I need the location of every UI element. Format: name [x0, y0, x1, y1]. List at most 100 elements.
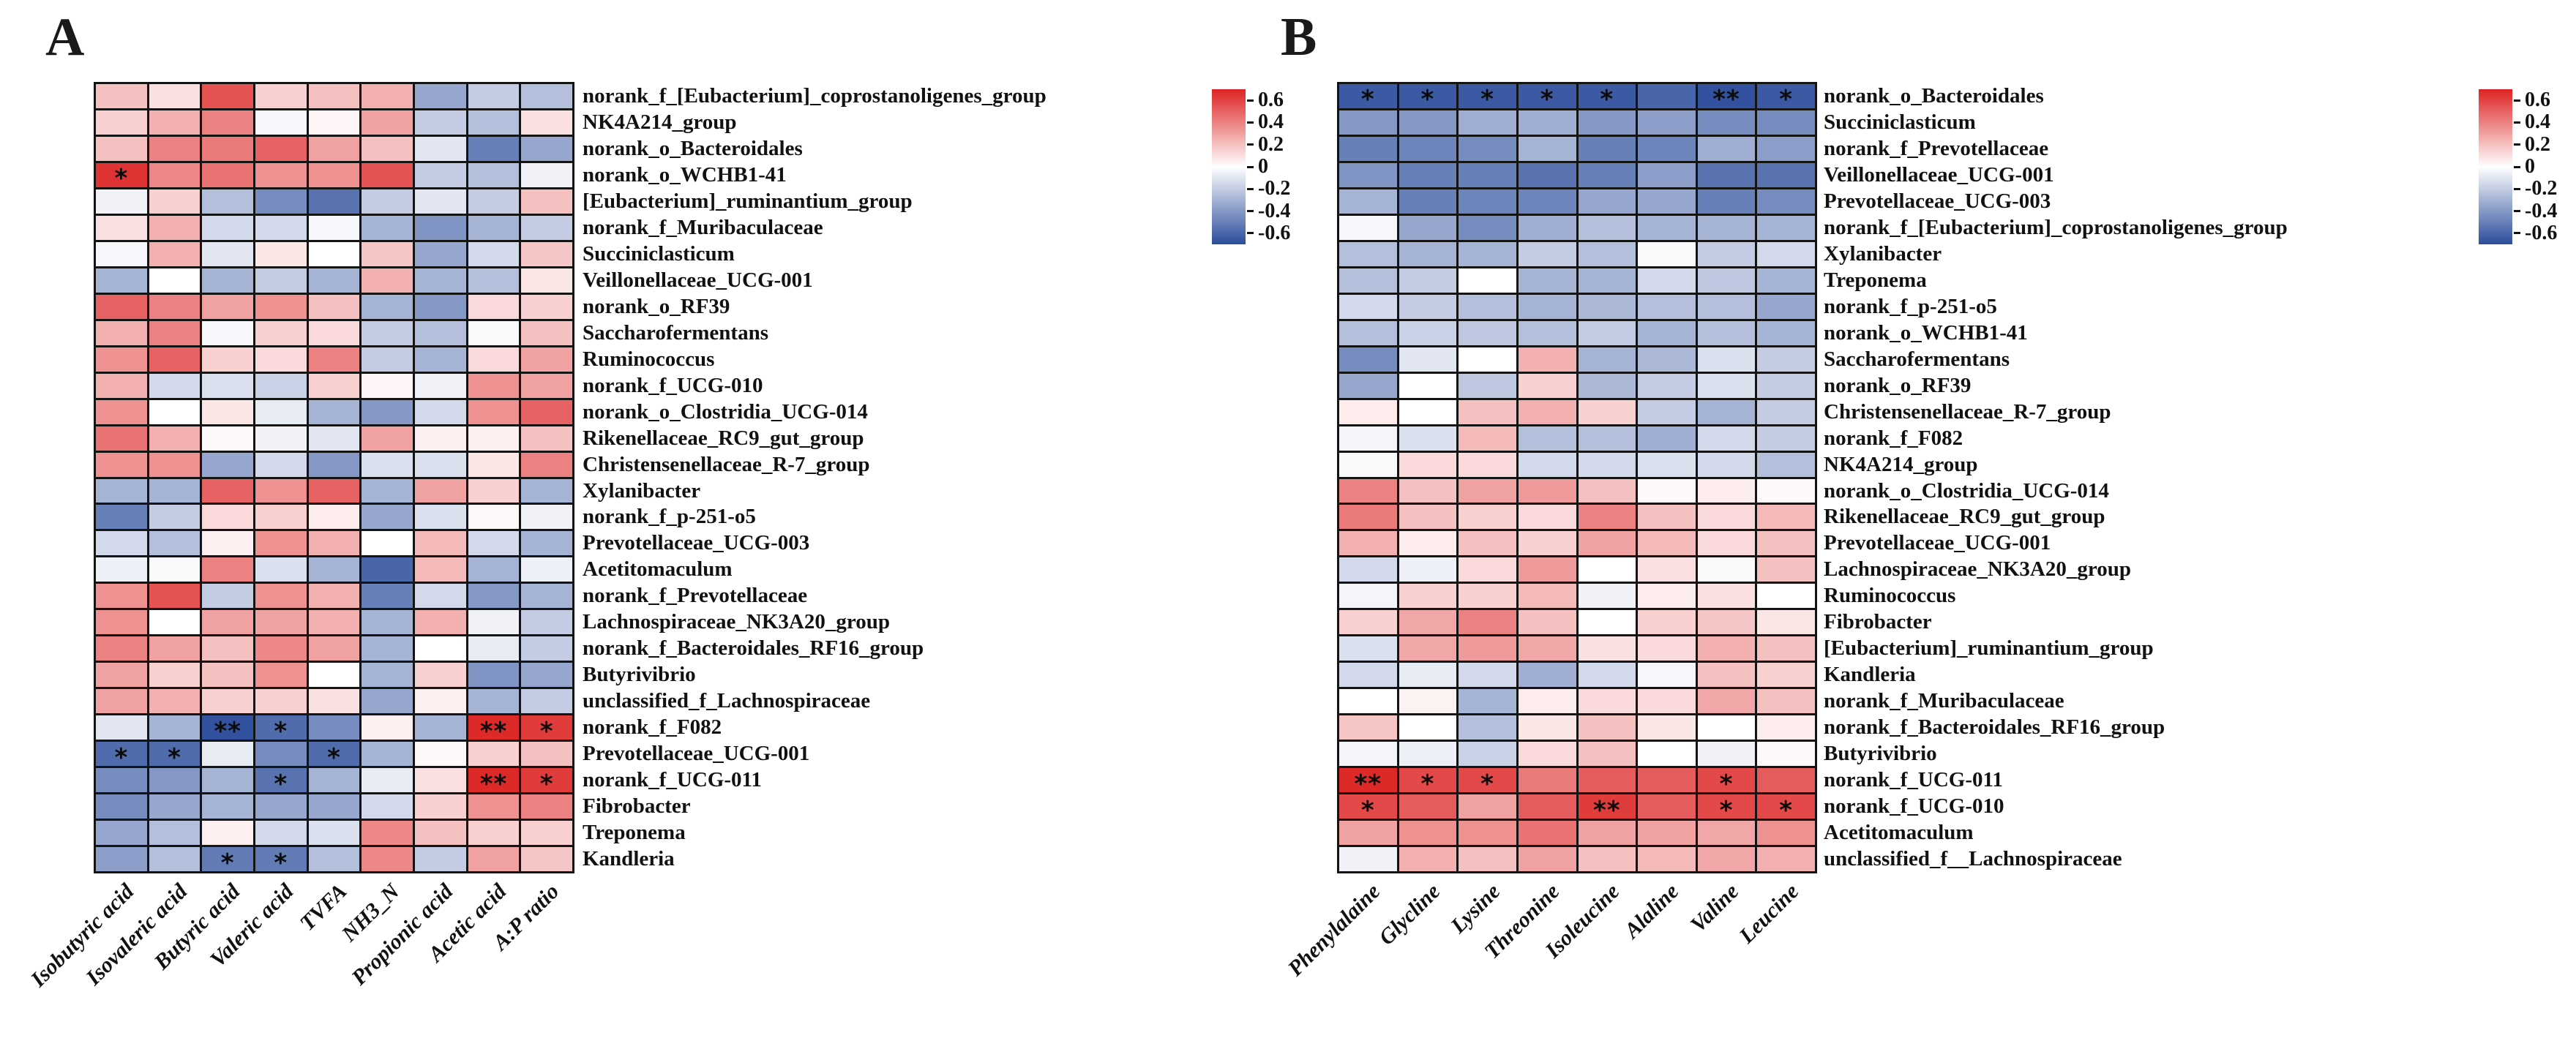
heatmap-cell	[255, 294, 307, 319]
heatmap-cell	[521, 821, 572, 846]
heatmap-cell	[468, 268, 520, 293]
heatmap-cell	[96, 768, 147, 793]
heatmap-cell	[1697, 189, 1756, 214]
heatmap-cell	[1518, 399, 1576, 424]
row-label: Prevotellaceae_UCG-003	[583, 531, 810, 555]
heatmap-cell	[414, 557, 466, 582]
heatmap-cell	[521, 399, 572, 424]
heatmap-cell	[149, 189, 201, 214]
heatmap-cell	[308, 663, 360, 688]
heatmap-cell	[255, 663, 307, 688]
heatmap-cell	[468, 241, 520, 266]
heatmap-cell	[468, 557, 520, 582]
heatmap-cell	[1578, 478, 1636, 503]
heatmap-cell	[1399, 742, 1457, 767]
row-label: unclassified_f_Lachnospiraceae	[583, 689, 871, 713]
row-label: norank_o_Bacteroidales	[583, 136, 803, 160]
heatmap-cell	[255, 426, 307, 451]
heatmap-cell	[1638, 294, 1696, 319]
heatmap-cell	[1578, 505, 1636, 530]
heatmap-cell	[1339, 531, 1397, 556]
heatmap-cell	[468, 162, 520, 187]
heatmap-cell	[308, 399, 360, 424]
heatmap-cell	[255, 136, 307, 161]
heatmap-cell	[149, 636, 201, 661]
colorbar-tick	[2514, 210, 2520, 213]
heatmap-cell	[308, 557, 360, 582]
heatmap-cell	[414, 347, 466, 372]
heatmap-cell	[1638, 452, 1696, 477]
heatmap-cell	[468, 136, 520, 161]
heatmap-cell	[255, 794, 307, 819]
heatmap-cell	[1697, 610, 1756, 635]
row-label: Fibrobacter	[583, 794, 691, 819]
row-label: norank_o_WCHB1-41	[583, 162, 787, 187]
heatmap-cell	[521, 241, 572, 266]
heatmap-cell	[96, 136, 147, 161]
heatmap-cell	[1638, 715, 1696, 740]
heatmap-cell: *	[1518, 84, 1576, 113]
heatmap-cell	[96, 347, 147, 372]
heatmap-cell	[1578, 347, 1636, 372]
heatmap-cell	[414, 399, 466, 424]
heatmap-cell	[1399, 320, 1457, 345]
colorbar-tick	[2514, 143, 2520, 146]
heatmap-cell	[1339, 162, 1397, 187]
heatmap-cell	[1518, 794, 1576, 819]
heatmap-cell	[1518, 373, 1576, 398]
heatmap-cell	[414, 715, 466, 740]
heatmap-cell	[1399, 189, 1457, 214]
heatmap-cell	[521, 373, 572, 398]
heatmap-cell	[96, 478, 147, 503]
heatmap-cell	[308, 189, 360, 214]
heatmap-cell	[1578, 399, 1636, 424]
heatmap-cell	[1459, 347, 1516, 372]
heatmap-cell	[1638, 478, 1696, 503]
heatmap-cell	[468, 110, 520, 135]
heatmap-cell	[468, 347, 520, 372]
heatmap-cell	[362, 847, 413, 871]
row-label: norank_o_Clostridia_UCG-014	[583, 399, 868, 424]
heatmap-cell	[149, 768, 201, 793]
heatmap-cell	[202, 557, 253, 582]
heatmap-cell	[362, 268, 413, 293]
heatmap-cell	[468, 399, 520, 424]
heatmap-cell	[1339, 320, 1397, 345]
colorbar-tick	[1247, 165, 1254, 168]
heatmap-cell	[468, 742, 520, 767]
row-label: norank_f_p-251-o5	[583, 505, 756, 529]
heatmap-cell	[1757, 110, 1815, 135]
row-labels-A: norank_f_[Eubacterium]_coprostanoligenes…	[583, 82, 1314, 873]
heatmap-cell	[1757, 426, 1815, 451]
heatmap-cell	[1697, 320, 1756, 345]
row-label: NK4A214_group	[1824, 452, 1978, 476]
heatmap-cell	[96, 715, 147, 740]
heatmap-cell	[414, 742, 466, 767]
colorbar-tick-label: 0.4	[2525, 110, 2550, 134]
heatmap-cell	[521, 136, 572, 161]
heatmap-cell	[96, 268, 147, 293]
heatmap-cell	[1697, 136, 1756, 161]
heatmap-cell	[1518, 821, 1576, 846]
heatmap-cell	[255, 84, 307, 108]
heatmap-cell	[521, 557, 572, 582]
heatmap-cell	[96, 557, 147, 582]
heatmap-cell	[149, 373, 201, 398]
heatmap-cell	[255, 110, 307, 135]
heatmap-cell	[1339, 294, 1397, 319]
heatmap-cell	[468, 505, 520, 530]
heatmap-cell	[202, 347, 253, 372]
heatmap-cell	[255, 505, 307, 530]
heatmap-cell	[1638, 531, 1696, 556]
heatmap-cell	[96, 110, 147, 135]
heatmap-cell	[414, 189, 466, 214]
heatmap-cell	[1697, 636, 1756, 661]
heatmap-cell	[1399, 610, 1457, 635]
row-label: norank_f_[Eubacterium]_coprostanoligenes…	[583, 84, 1046, 108]
heatmap-cell	[362, 584, 413, 609]
heatmap-cell	[96, 584, 147, 609]
heatmap-cell	[521, 610, 572, 635]
heatmap-cell	[521, 268, 572, 293]
heatmap-cell: *	[308, 742, 360, 772]
